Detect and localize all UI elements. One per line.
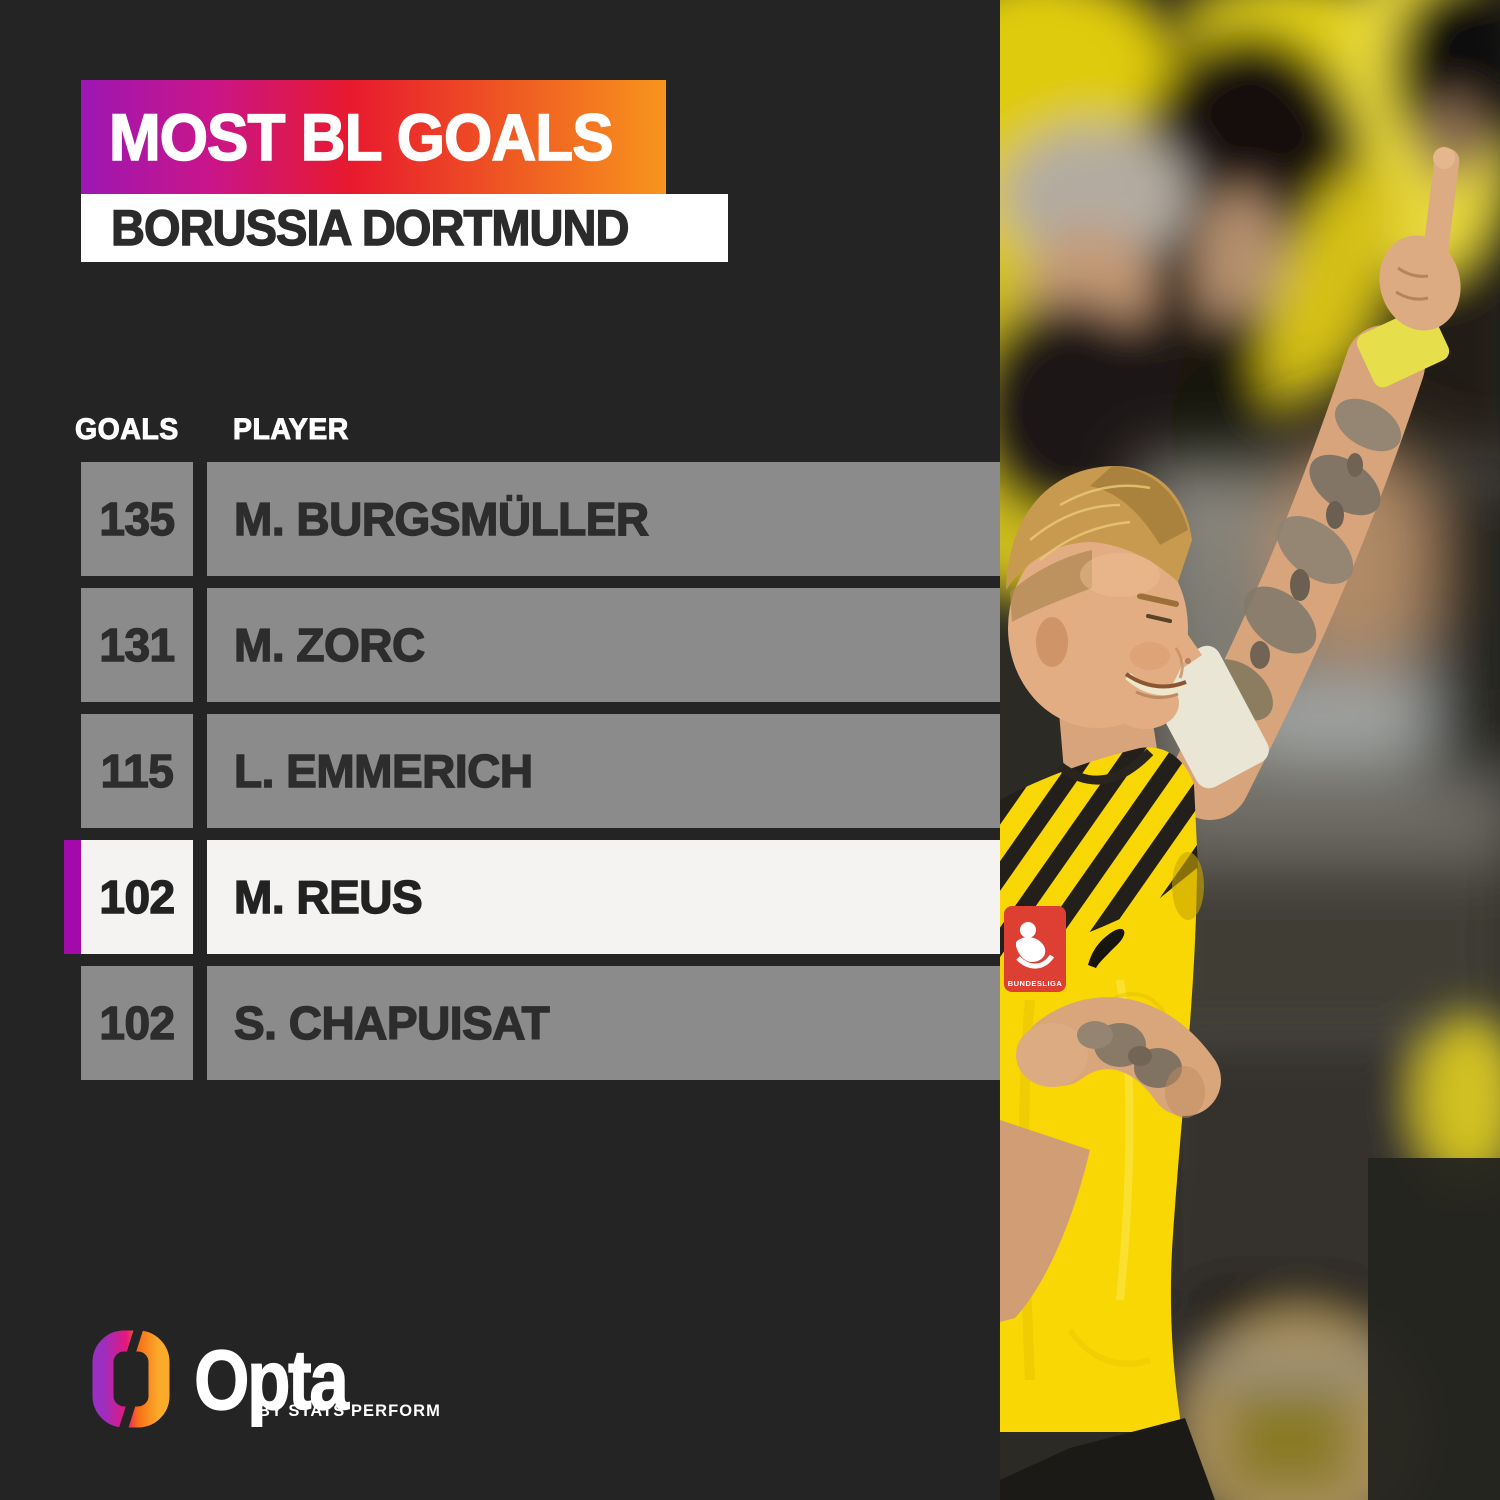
player-cell: M. ZORC: [207, 588, 1000, 702]
player-cell: M. BURGSMÜLLER: [207, 462, 1000, 576]
table-row: 102 M. REUS: [64, 840, 1000, 954]
photo-illustration: BUNDESLIGA: [1000, 0, 1500, 1500]
eye: [1146, 614, 1172, 623]
player-cell: L. EMMERICH: [207, 714, 1000, 828]
highlight-strip: [64, 840, 81, 954]
raised-arm: [1147, 147, 1461, 820]
table-row: 102 S. CHAPUISAT: [64, 966, 1000, 1080]
table-row: 131 M. ZORC: [64, 588, 1000, 702]
opta-wordmark: Opta: [193, 1333, 349, 1427]
table-row: 115 L. EMMERICH: [64, 714, 1000, 828]
cell-gap: [193, 840, 207, 954]
cell-gap: [193, 714, 207, 828]
dark-panel: [1368, 1158, 1500, 1500]
opta-tagline: BY STATS PERFORM: [258, 1401, 441, 1420]
goals-cell: 102: [81, 966, 193, 1080]
goals-cell: 102: [81, 840, 193, 954]
collar: [1057, 748, 1154, 785]
bundesliga-patch: BUNDESLIGA: [1004, 906, 1066, 992]
player-cell: M. REUS: [207, 840, 1000, 954]
leaderboard-table: 135 M. BURGSMÜLLER 131 M. ZORC 115 L. EM…: [64, 462, 1000, 1092]
eyebrow: [1137, 593, 1179, 607]
puma-logo: [1088, 928, 1125, 968]
player-figure: BUNDESLIGA: [1000, 147, 1461, 1500]
pointing-hand: [1379, 147, 1461, 331]
crossed-forearm: [1000, 997, 1221, 1322]
highlight-strip: [64, 966, 81, 1080]
highlight-strip: [64, 462, 81, 576]
cell-gap: [193, 588, 207, 702]
column-header-player: PLAYER: [233, 413, 349, 447]
highlight-strip: [64, 714, 81, 828]
highlight-strip: [64, 588, 81, 702]
goals-cell: 135: [81, 462, 193, 576]
upper-arm-skin: [1000, 1120, 1090, 1322]
opta-logo-icon: [92, 1330, 170, 1428]
subtitle-bar: BORUSSIA DORTMUND: [81, 194, 728, 262]
goals-cell: 131: [81, 588, 193, 702]
column-header-goals: GOALS: [75, 413, 179, 447]
player-cell: S. CHAPUISAT: [207, 966, 1000, 1080]
captain-armband: [1147, 645, 1269, 789]
patch-label: BUNDESLIGA: [1008, 979, 1063, 988]
player-photo: BUNDESLIGA: [1000, 0, 1500, 1500]
goals-cell: 115: [81, 714, 193, 828]
shorts: [1000, 1418, 1215, 1500]
page-subtitle: BORUSSIA DORTMUND: [110, 199, 630, 256]
bottom-background: [1150, 1013, 1500, 1500]
cell-gap: [193, 462, 207, 576]
table-row: 135 M. BURGSMÜLLER: [64, 462, 1000, 576]
title-banner: MOST BL GOALS: [81, 80, 666, 194]
cell-gap: [193, 966, 207, 1080]
page-title: MOST BL GOALS: [108, 99, 614, 175]
